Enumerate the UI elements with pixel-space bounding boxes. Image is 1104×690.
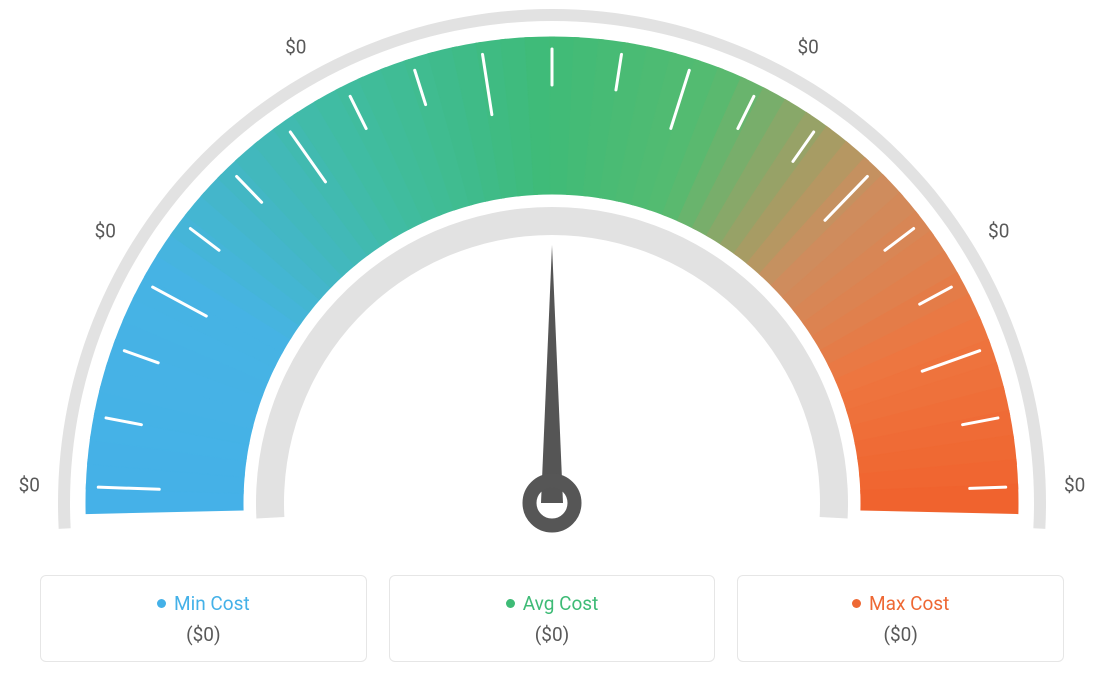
legend-max-label: Max Cost — [869, 594, 949, 613]
legend-row: Min Cost ($0) Avg Cost ($0) Max Cost ($0… — [40, 575, 1064, 662]
gauge-tick-label: $0 — [95, 220, 116, 243]
legend-min-label: Min Cost — [174, 594, 250, 613]
legend-avg-top: Avg Cost — [506, 594, 599, 613]
legend-max-value: ($0) — [883, 623, 917, 646]
legend-card-avg: Avg Cost ($0) — [389, 575, 716, 662]
gauge-tick-label: $0 — [988, 220, 1009, 243]
legend-avg-dot — [506, 599, 515, 608]
legend-max-top: Max Cost — [852, 594, 949, 613]
legend-avg-label: Avg Cost — [523, 594, 599, 613]
legend-card-min: Min Cost ($0) — [40, 575, 367, 662]
gauge-tick-label: $0 — [285, 36, 306, 59]
legend-min-dot — [157, 599, 166, 608]
gauge-tick-label: $0 — [797, 36, 818, 59]
legend-min-value: ($0) — [186, 623, 220, 646]
legend-card-max: Max Cost ($0) — [737, 575, 1064, 662]
legend-max-dot — [852, 599, 861, 608]
gauge-svg — [0, 0, 1104, 560]
legend-min-top: Min Cost — [157, 594, 250, 613]
gauge-area: $0$0$0$0$0$0$0 — [0, 0, 1104, 560]
gauge-tick-label: $0 — [19, 473, 40, 496]
gauge-cost-chart: $0$0$0$0$0$0$0 Min Cost ($0) Avg Cost ($… — [0, 0, 1104, 690]
legend-avg-value: ($0) — [535, 623, 569, 646]
gauge-tick-label: $0 — [1064, 473, 1085, 496]
